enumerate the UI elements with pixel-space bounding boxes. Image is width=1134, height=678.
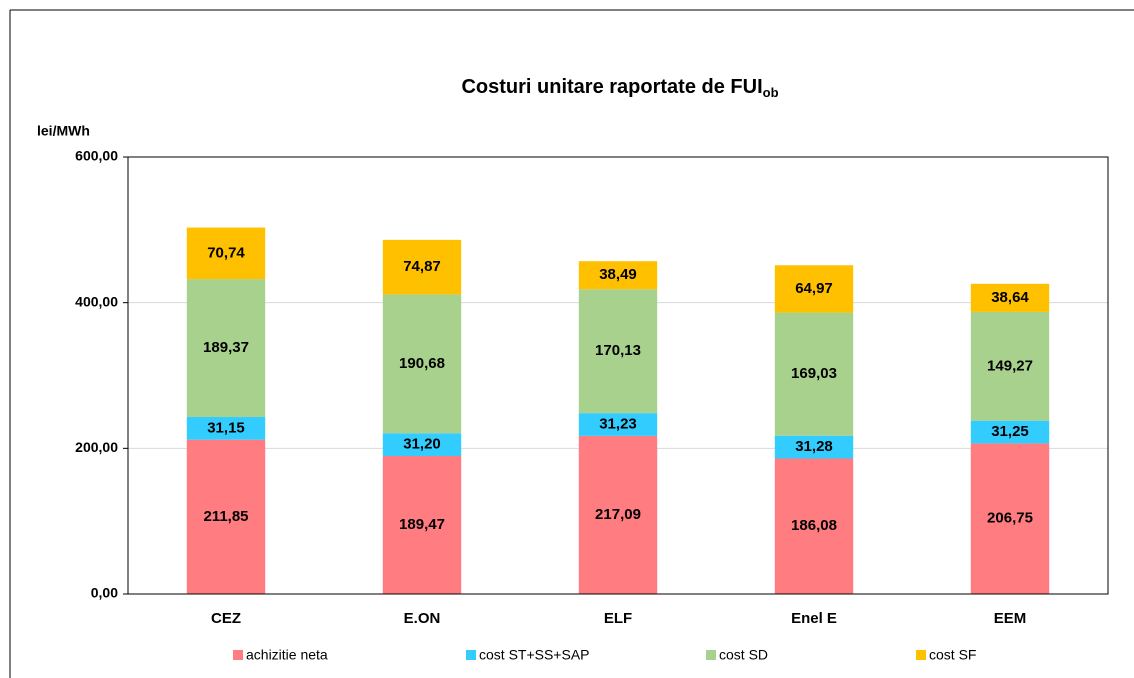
x-tick-label: CEZ — [211, 610, 241, 627]
bar-segment — [970, 420, 1050, 444]
bar-segment — [382, 294, 462, 434]
data-label: 38,64 — [991, 289, 1029, 306]
legend-label: achizitie neta — [246, 647, 328, 663]
data-label: 186,08 — [791, 517, 837, 534]
title-main: Costuri unitare raportate de FUI — [461, 76, 762, 98]
bar-segment — [578, 261, 658, 290]
y-tick-label: 600,00 — [75, 148, 118, 164]
data-label: 31,15 — [207, 419, 245, 436]
bar-segment — [774, 312, 854, 436]
bar-segment — [970, 311, 1050, 421]
bar-segment — [186, 227, 266, 280]
legend-label: cost SF — [929, 647, 976, 663]
plot-border — [127, 156, 1109, 595]
bar-segment — [382, 239, 462, 295]
data-label: 38,49 — [599, 266, 637, 283]
legend-swatch — [916, 650, 926, 660]
y-tick-label: 0,00 — [91, 585, 118, 601]
bar-segment — [774, 435, 854, 459]
data-label: 169,03 — [791, 365, 837, 382]
data-label: 170,13 — [595, 342, 641, 359]
bar-segment — [578, 435, 658, 594]
y-tick-label: 200,00 — [75, 439, 118, 455]
bar-segment — [186, 417, 266, 440]
data-label: 31,25 — [991, 423, 1029, 440]
bar-segment — [186, 279, 266, 418]
data-label: 189,37 — [203, 339, 249, 356]
bar-segment — [186, 439, 266, 594]
bar-segment — [382, 433, 462, 457]
bar-segment — [578, 289, 658, 414]
title-subscript: ob — [763, 85, 779, 100]
legend-swatch — [706, 650, 716, 660]
bar-segment — [382, 456, 462, 594]
bar-segment — [578, 413, 658, 436]
y-tick-label: 400,00 — [75, 293, 118, 309]
legend-swatch — [466, 650, 476, 660]
bar-segment — [970, 443, 1050, 594]
chart-title: Costuri unitare raportate de FUIob — [461, 76, 778, 100]
legend-swatch — [233, 650, 243, 660]
legend-label: cost SD — [719, 647, 768, 663]
data-label: 74,87 — [403, 258, 441, 275]
data-label: 70,74 — [207, 244, 245, 261]
data-label: 211,85 — [203, 508, 248, 525]
data-label: 31,28 — [795, 438, 833, 455]
data-label: 31,20 — [403, 436, 441, 453]
bar-segment — [970, 283, 1050, 312]
data-label: 64,97 — [795, 280, 833, 297]
x-tick-label: EEM — [994, 610, 1027, 627]
data-label: 217,09 — [595, 506, 641, 523]
data-label: 206,75 — [987, 510, 1033, 527]
data-label: 31,23 — [599, 415, 637, 432]
x-tick-label: E.ON — [404, 610, 441, 627]
x-tick-label: ELF — [604, 610, 632, 627]
legend-label: cost ST+SS+SAP — [479, 647, 590, 663]
y-axis-label: lei/MWh — [37, 123, 90, 139]
data-label: 149,27 — [987, 357, 1033, 374]
bar-segment — [774, 458, 854, 594]
bar-segment — [774, 265, 854, 313]
data-label: 190,68 — [399, 355, 445, 372]
x-tick-label: Enel E — [791, 610, 837, 627]
data-label: 189,47 — [399, 516, 445, 533]
